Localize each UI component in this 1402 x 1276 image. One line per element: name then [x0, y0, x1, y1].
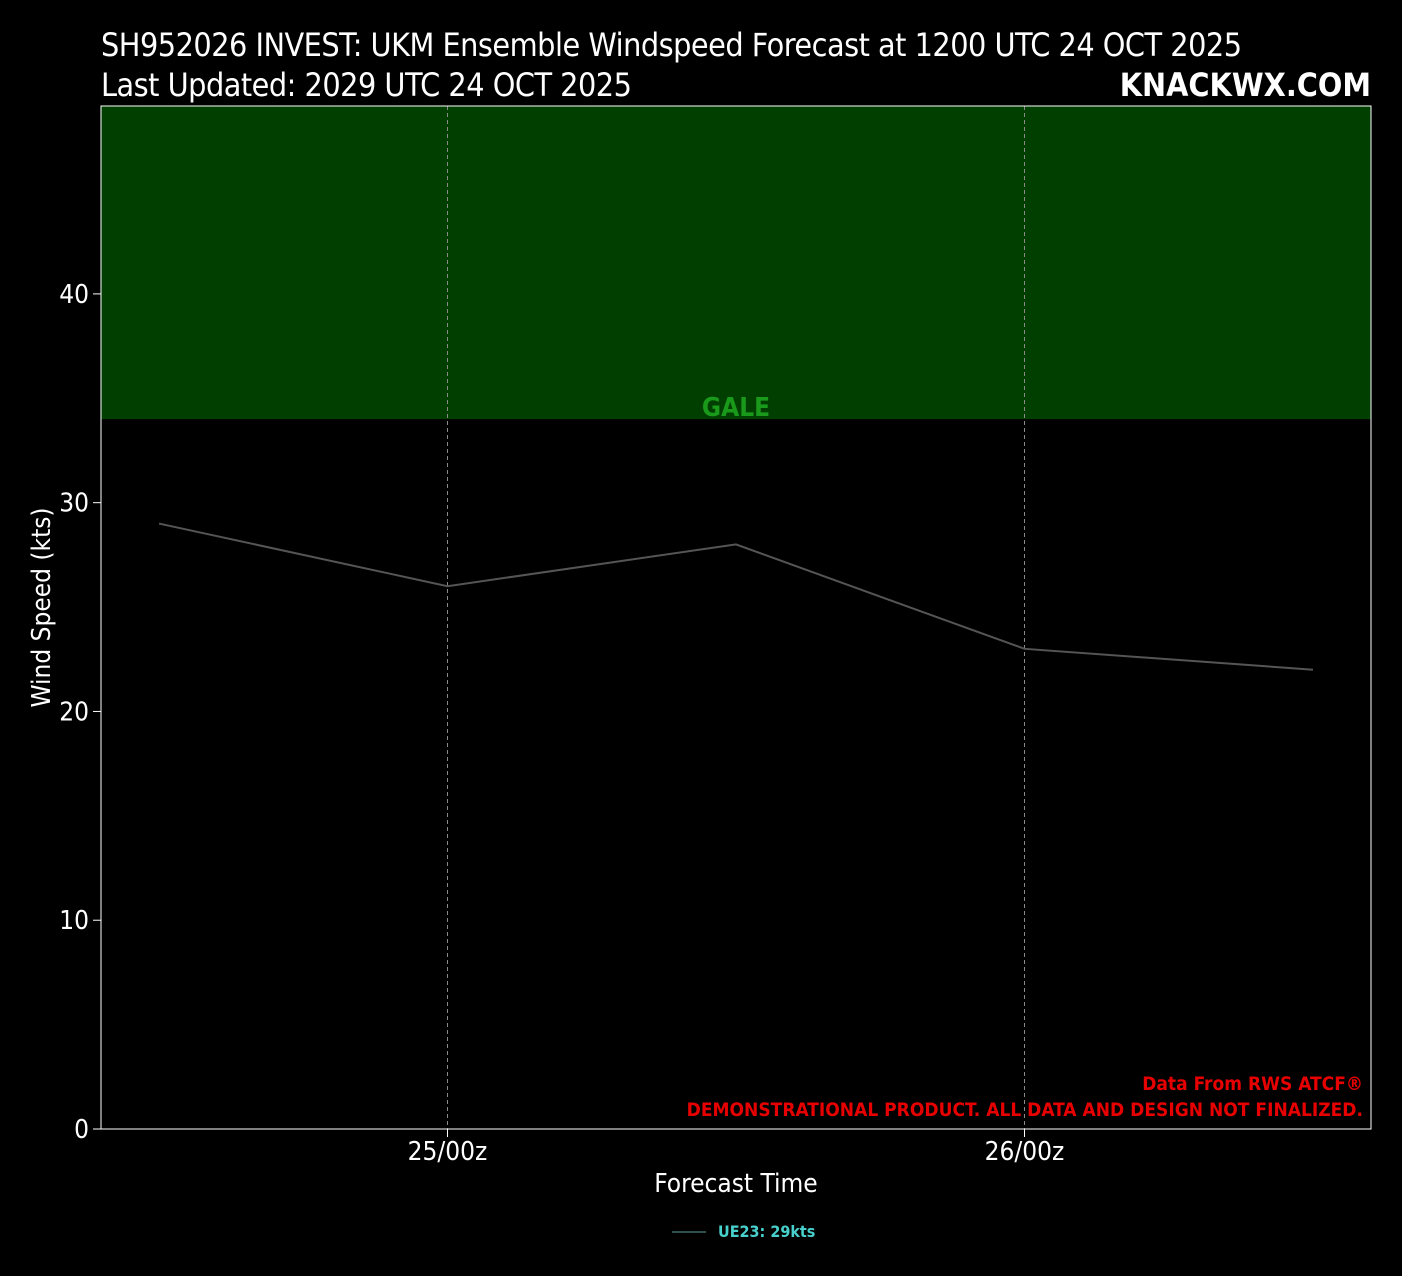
data-source-note: Data From RWS ATCF®	[1142, 1073, 1363, 1095]
gale-label: GALE	[702, 393, 770, 423]
y-tick-label: 30	[59, 489, 89, 519]
last-updated: Last Updated: 2029 UTC 24 OCT 2025	[101, 66, 632, 104]
y-tick-label: 40	[59, 280, 89, 310]
x-tick-label: 26/00z	[985, 1137, 1065, 1167]
y-tick-label: 0	[74, 1115, 89, 1145]
series-line-ue23	[158, 522, 1314, 671]
legend-swatch	[672, 1230, 706, 1233]
disclaimer-note: DEMONSTRATIONAL PRODUCT. ALL DATA AND DE…	[687, 1099, 1363, 1121]
y-tick-label: 20	[59, 697, 89, 727]
brand-logo-text: KNACKWX.COM	[1119, 66, 1371, 104]
gale-band	[101, 106, 1371, 420]
y-axis-label: Wind Speed (kts)	[27, 507, 57, 707]
chart-title: SH952026 INVEST: UKM Ensemble Windspeed …	[101, 26, 1242, 64]
y-tick-label: 10	[59, 906, 89, 936]
legend-entry: UE23: 29kts	[718, 1222, 816, 1241]
plot-frame	[100, 105, 1372, 1130]
legend: UE23: 29kts	[672, 1222, 815, 1241]
x-tick-label: 25/00z	[408, 1137, 488, 1167]
x-axis-label: Forecast Time	[654, 1169, 817, 1199]
